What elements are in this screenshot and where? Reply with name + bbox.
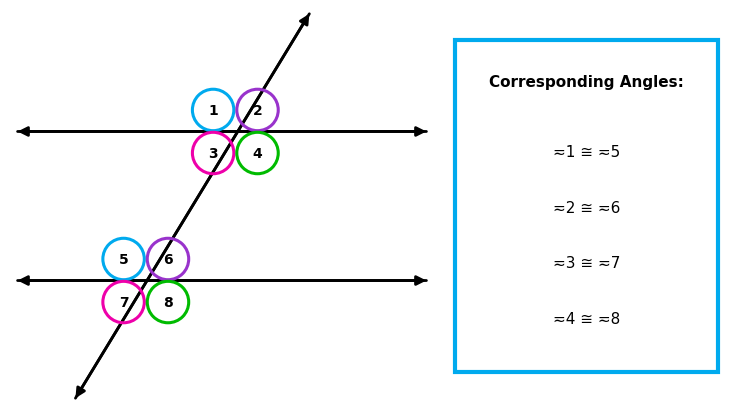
Text: 4: 4: [252, 147, 263, 161]
Text: ≂2 ≅ ≂6: ≂2 ≅ ≂6: [553, 200, 620, 215]
Text: 3: 3: [208, 147, 218, 161]
Text: ≂3 ≅ ≂7: ≂3 ≅ ≂7: [553, 256, 620, 271]
FancyBboxPatch shape: [455, 41, 718, 372]
Text: ≂4 ≅ ≂8: ≂4 ≅ ≂8: [553, 311, 620, 327]
Text: 1: 1: [208, 104, 218, 118]
Text: 5: 5: [118, 252, 129, 266]
Text: 8: 8: [163, 295, 173, 309]
Text: 7: 7: [118, 295, 129, 309]
Text: ≂1 ≅ ≂5: ≂1 ≅ ≂5: [553, 144, 620, 159]
Text: Corresponding Angles:: Corresponding Angles:: [489, 75, 684, 90]
Text: 6: 6: [163, 252, 173, 266]
Text: 2: 2: [252, 104, 263, 118]
